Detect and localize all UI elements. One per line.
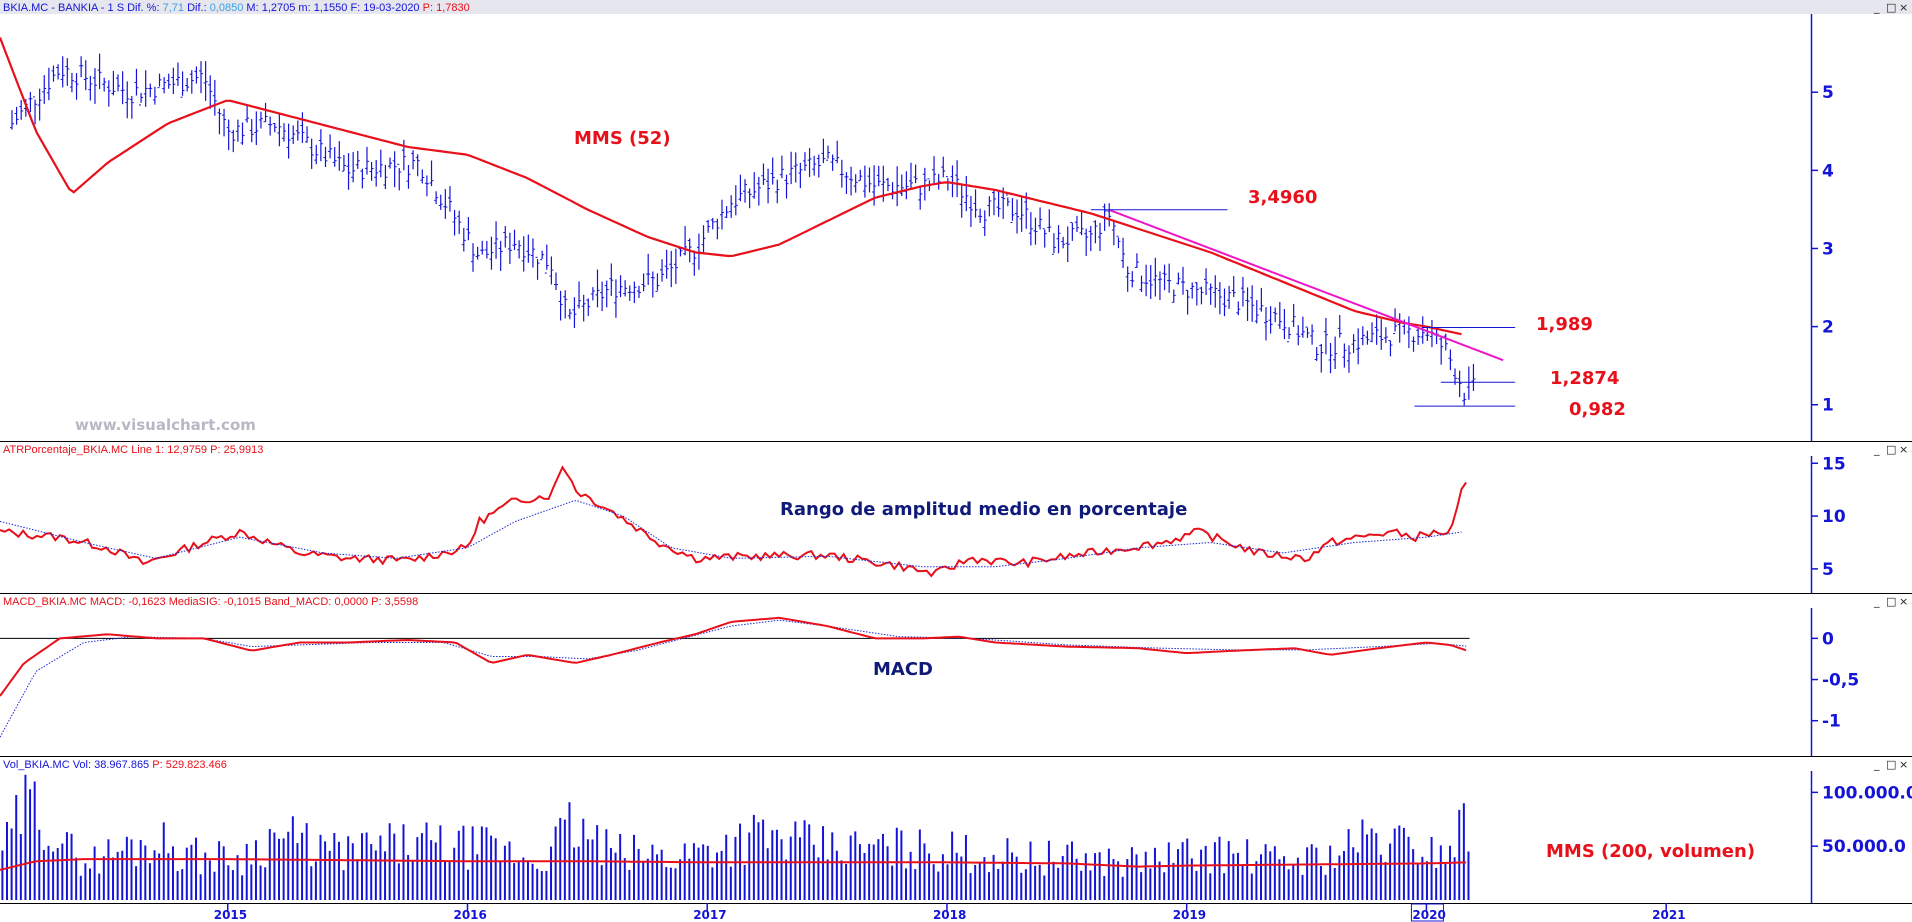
atr-y-tick-label: 15 — [1822, 454, 1846, 474]
close-icon[interactable]: × — [1899, 443, 1908, 456]
atr-header-line: 12,9759 — [167, 444, 207, 456]
maximize-icon[interactable]: □ — [1886, 758, 1896, 771]
maximize-icon[interactable]: □ — [1886, 443, 1896, 456]
macd-header-p-label: P: — [371, 596, 381, 608]
macd-header-name: MACD_BKIA.MC — [3, 596, 87, 608]
price-header-date-label: F: — [350, 2, 360, 14]
price-header-max-label: M: — [246, 2, 258, 14]
macd-header-band-label: Band_MACD: — [264, 596, 331, 608]
macd-panel: 0 -0,5 -1 — [0, 616, 1859, 738]
price-header-dif-label: Dif.: — [187, 2, 207, 14]
macd-header-sig: -0,1015 — [224, 596, 261, 608]
x-tick-label: 2019 — [1173, 908, 1206, 922]
price-header-dif-pct: 7,71 — [163, 2, 184, 14]
maximize-icon[interactable]: □ — [1886, 595, 1896, 608]
price-header-min-label: m: — [298, 2, 310, 14]
macd-window-controls: _ □ × — [1873, 595, 1908, 608]
macd-y-tick-label: -0,5 — [1822, 671, 1859, 691]
macd-y-tick-label: -1 — [1822, 712, 1841, 732]
x-tick-label: 2015 — [214, 908, 247, 922]
volume-header-name: Vol_BKIA.MC — [3, 759, 70, 771]
close-icon[interactable]: × — [1899, 758, 1908, 771]
macd-header-sig-label: MediaSIG: — [169, 596, 221, 608]
volume-mms200-line — [0, 858, 1467, 871]
price-y-tick-label: 5 — [1822, 83, 1834, 103]
price-header-max: 1,2705 — [262, 2, 296, 14]
price-y-tick-label: 1 — [1822, 396, 1834, 416]
macd-signal-line — [0, 619, 1467, 738]
atr-panel: 5 10 15 — [0, 454, 1846, 580]
macd-title: MACD — [873, 659, 933, 680]
price-header-dif-pct-label: Dif. %: — [127, 2, 159, 14]
atr-header-name: ATRPorcentaje_BKIA.MC — [3, 444, 128, 456]
minimize-icon[interactable]: _ — [1873, 1, 1880, 14]
macd-header-macd-label: MACD: — [90, 596, 125, 608]
volume-window-controls: _ □ × — [1873, 758, 1908, 771]
level-label-high: 3,4960 — [1248, 187, 1317, 208]
atr-signal-line — [0, 499, 1462, 568]
macd-header-band: 0,0000 — [334, 596, 368, 608]
atr-header: ATRPorcentaje_BKIA.MC Line 1: 12,9759 P:… — [3, 444, 263, 456]
atr-y-tick-label: 10 — [1822, 507, 1846, 527]
level-label-low2: 0,982 — [1569, 399, 1626, 420]
x-tick-highlight-box — [1410, 903, 1444, 922]
volume-header: Vol_BKIA.MC Vol: 38.967.865 P: 529.823.4… — [3, 759, 227, 771]
volume-panel: 50.000.0 100.000.0 — [0, 774, 1912, 900]
atr-line — [0, 465, 1467, 578]
volume-header-vol-label: Vol: — [73, 759, 91, 771]
x-tick-label: 2018 — [933, 908, 966, 922]
atr-header-line-label: Line 1: — [131, 444, 164, 456]
maximize-icon[interactable]: □ — [1886, 1, 1896, 14]
macd-panel-header — [0, 594, 1912, 608]
x-tick-label: 2016 — [453, 908, 486, 922]
price-y-tick-label: 3 — [1822, 239, 1834, 259]
volume-y-tick-label: 100.000.0 — [1822, 783, 1912, 803]
price-header-dif: 0,0850 — [210, 2, 244, 14]
price-header-last-label: P: — [423, 2, 433, 14]
volume-title: MMS (200, volumen) — [1546, 841, 1755, 862]
macd-y-tick-label: 0 — [1822, 629, 1834, 649]
macd-header: MACD_BKIA.MC MACD: -0,1623 MediaSIG: -0,… — [3, 596, 418, 608]
price-y-tick-label: 4 — [1822, 161, 1834, 181]
minimize-icon[interactable]: _ — [1873, 758, 1880, 771]
macd-header-p: 3,5598 — [385, 596, 419, 608]
volume-header-vol: 38.967.865 — [94, 759, 149, 771]
volume-header-p: 529.823.466 — [166, 759, 227, 771]
price-panel-header — [0, 0, 1912, 14]
atr-header-p-label: P: — [210, 444, 220, 456]
minimize-icon[interactable]: _ — [1873, 595, 1880, 608]
close-icon[interactable]: × — [1899, 595, 1908, 608]
atr-y-tick-label: 5 — [1822, 560, 1834, 580]
macd-header-macd: -0,1623 — [128, 596, 165, 608]
price-header-name: BKIA.MC - BANKIA - 1 S — [3, 2, 124, 14]
level-label-low1: 1,2874 — [1550, 368, 1619, 389]
volume-y-tick-label: 50.000.0 — [1822, 837, 1906, 857]
trendline — [1109, 209, 1504, 362]
mms52-line — [0, 37, 1462, 336]
close-icon[interactable]: × — [1899, 1, 1908, 14]
macd-line — [0, 616, 1467, 697]
x-tick-label: 2021 — [1652, 908, 1685, 922]
atr-window-controls: _ □ × — [1873, 443, 1908, 456]
price-y-tick-label: 2 — [1822, 318, 1834, 338]
price-header-min: 1,1550 — [314, 2, 348, 14]
price-header-last: 1,7830 — [436, 2, 470, 14]
x-tick-label: 2020 — [1412, 908, 1445, 922]
level-label-mid: 1,989 — [1536, 314, 1593, 335]
atr-panel-header — [0, 442, 1912, 456]
price-panel: 1 2 3 4 5 — [0, 37, 1834, 416]
x-tick-label: 2017 — [693, 908, 726, 922]
price-header-date: 19-03-2020 — [363, 2, 419, 14]
annotation-mms52: MMS (52) — [574, 128, 671, 149]
price-header: BKIA.MC - BANKIA - 1 S Dif. %: 7,71 Dif.… — [3, 2, 470, 14]
x-axis: 2015 2016 2017 2018 2019 2020 2021 — [214, 903, 1686, 922]
price-window-controls: _ □ × — [1873, 1, 1908, 14]
volume-panel-header — [0, 757, 1912, 771]
minimize-icon[interactable]: _ — [1873, 443, 1880, 456]
atr-header-p: 25,9913 — [224, 444, 264, 456]
atr-title: Rango de amplitud medio en porcentaje — [780, 499, 1187, 520]
volume-header-p-label: P: — [152, 759, 162, 771]
watermark: www.visualchart.com — [75, 416, 256, 434]
